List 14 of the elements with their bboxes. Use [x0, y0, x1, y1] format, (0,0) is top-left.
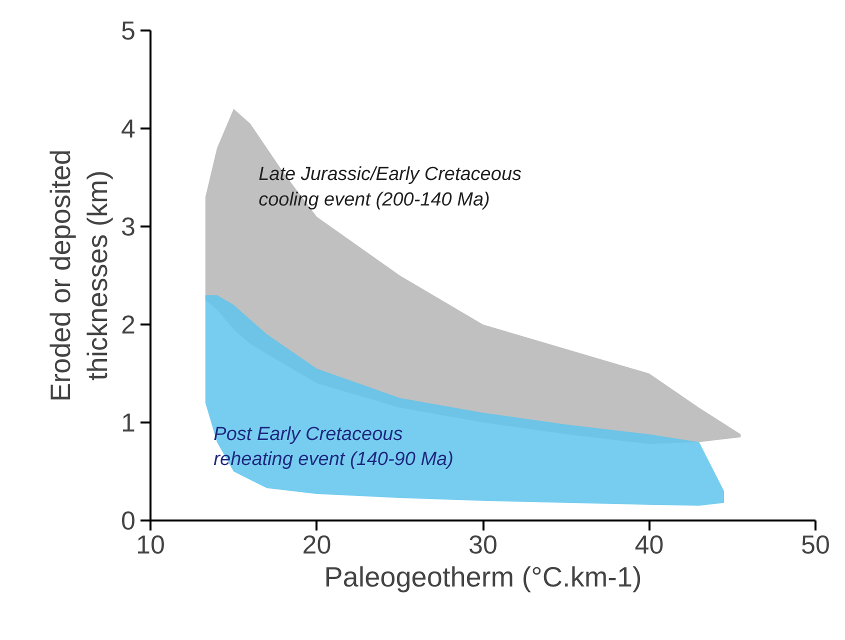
y-tick-label: 5: [121, 16, 136, 46]
x-tick-label: 10: [136, 530, 165, 560]
annotation: Late Jurassic/Early Cretaceous cooling event (200-140 Ma): [258, 164, 522, 210]
x-axis-title: Paleogeotherm (°C.km-1): [324, 562, 642, 592]
x-tick-label: 20: [302, 530, 332, 560]
y-axis-title: Eroded or deposited thicknesses (km): [44, 149, 114, 402]
y-tick-label: 4: [121, 114, 136, 144]
x-tick-label: 30: [468, 530, 498, 560]
x-tick-label: 40: [634, 530, 664, 560]
y-tick-label: 3: [121, 212, 136, 242]
y-tick-label: 2: [121, 310, 136, 340]
x-tick-label: 50: [801, 530, 830, 560]
y-tick-label: 0: [121, 506, 136, 536]
y-tick-label: 1: [121, 408, 136, 438]
